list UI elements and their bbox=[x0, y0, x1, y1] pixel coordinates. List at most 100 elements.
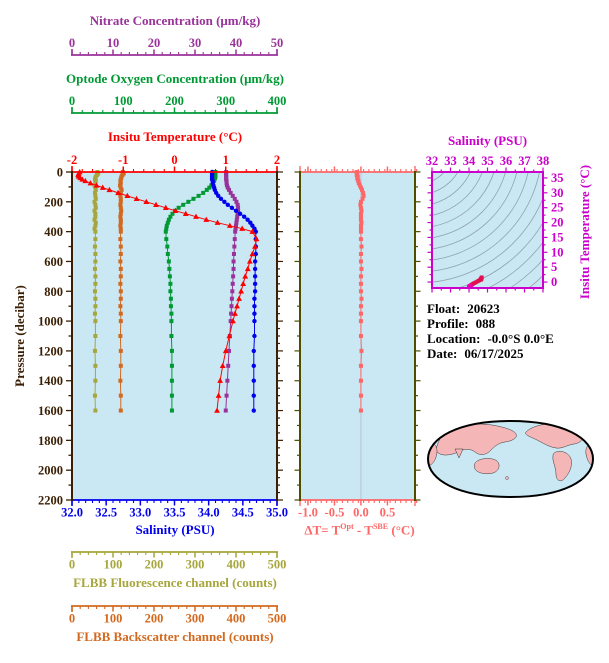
svg-text:32.0: 32.0 bbox=[61, 506, 83, 520]
fluorescence-curve bbox=[92, 170, 101, 413]
svg-text:500: 500 bbox=[268, 612, 287, 626]
svg-text:500: 500 bbox=[268, 558, 287, 572]
profile-value: 088 bbox=[475, 316, 496, 331]
svg-text:0: 0 bbox=[69, 94, 75, 108]
svg-text:38: 38 bbox=[537, 154, 550, 168]
svg-text:1800: 1800 bbox=[38, 434, 63, 448]
delta-t-background bbox=[300, 172, 415, 500]
svg-text:32.5: 32.5 bbox=[95, 506, 117, 520]
salinity-axis-title: Salinity (PSU) bbox=[135, 522, 215, 537]
svg-text:10: 10 bbox=[551, 245, 564, 259]
svg-text:0: 0 bbox=[69, 36, 75, 50]
svg-text:33: 33 bbox=[444, 154, 457, 168]
svg-text:32: 32 bbox=[426, 154, 439, 168]
backscatter-axis-title: FLBB Backscatter channel (counts) bbox=[76, 629, 274, 644]
pressure-axis: 0 200 400 600 800 1000 1200 1400 1600 1800 2000 220… bbox=[38, 166, 283, 508]
svg-text:0: 0 bbox=[69, 612, 75, 626]
svg-text:33.0: 33.0 bbox=[129, 506, 151, 520]
float-id-value: 20623 bbox=[467, 301, 500, 316]
svg-text:300: 300 bbox=[186, 558, 205, 572]
svg-text:400: 400 bbox=[44, 225, 63, 239]
svg-text:2: 2 bbox=[274, 153, 280, 167]
svg-text:-2: -2 bbox=[67, 153, 77, 167]
svg-text:35: 35 bbox=[481, 154, 494, 168]
delta-t-title-sup2: SBE bbox=[372, 522, 389, 531]
svg-text:30: 30 bbox=[551, 186, 564, 200]
fluorescence-scale-bar: 0 100 200 300 400 500 bbox=[69, 551, 287, 572]
svg-text:0: 0 bbox=[171, 153, 177, 167]
delta-t-title-suffix: (°C) bbox=[388, 522, 415, 538]
date-label: Date: bbox=[427, 346, 458, 361]
float-info: Float: 20623 Profile: 088 Location: -0.0°S … bbox=[427, 301, 554, 361]
svg-text:200: 200 bbox=[145, 612, 164, 626]
svg-text:100: 100 bbox=[114, 94, 133, 108]
svg-text:35: 35 bbox=[551, 171, 564, 185]
date-value: 06/17/2025 bbox=[464, 346, 524, 361]
pressure-axis-title: Pressure (decibar) bbox=[12, 285, 27, 387]
svg-text:1000: 1000 bbox=[38, 315, 63, 329]
svg-text:0: 0 bbox=[551, 275, 557, 289]
oxygen-scale-bar: 0 100 200 300 400 bbox=[69, 94, 286, 114]
delta-t-title-mid: - T bbox=[353, 522, 373, 538]
temperature-axis-title: Insitu Temperature (°C) bbox=[107, 129, 243, 144]
ts-surface-point bbox=[466, 283, 473, 288]
salinity-curve bbox=[209, 169, 259, 413]
svg-text:34.0: 34.0 bbox=[198, 506, 220, 520]
svg-text:300: 300 bbox=[186, 612, 205, 626]
svg-text:30: 30 bbox=[189, 36, 202, 50]
delta-t-frame: -1.0 -0.5 0.0 0.5 bbox=[294, 166, 421, 520]
nitrate-curve bbox=[223, 170, 241, 413]
fluorescence-axis-title: FLBB Fluorescence channel (counts) bbox=[73, 575, 277, 590]
svg-text:25: 25 bbox=[551, 201, 564, 215]
svg-text:50: 50 bbox=[271, 36, 284, 50]
svg-text:15: 15 bbox=[551, 230, 564, 244]
svg-text:200: 200 bbox=[44, 195, 63, 209]
svg-text:20: 20 bbox=[148, 36, 161, 50]
svg-text:600: 600 bbox=[44, 255, 63, 269]
ts-salinity-axis-title: Salinity (PSU) bbox=[447, 133, 528, 148]
salinity-bottom-axis: 32.0 32.5 33.0 33.5 34.0 34.5 35.0 bbox=[61, 499, 288, 520]
backscatter-scale-bar: 0 100 200 300 400 500 bbox=[69, 605, 287, 626]
svg-text:400: 400 bbox=[227, 558, 246, 572]
ts-temperature-axis-title: Insitu Temperature (°C) bbox=[577, 164, 592, 300]
svg-text:33.5: 33.5 bbox=[164, 506, 186, 520]
svg-text:-1.0: -1.0 bbox=[298, 506, 318, 520]
svg-text:0.0: 0.0 bbox=[353, 506, 369, 520]
svg-text:40: 40 bbox=[230, 36, 243, 50]
nitrate-scale-bar: 0 10 20 30 40 50 bbox=[69, 36, 284, 56]
svg-text:20: 20 bbox=[551, 216, 564, 230]
ts-profile-curve bbox=[466, 275, 484, 288]
svg-text:200: 200 bbox=[165, 94, 184, 108]
svg-text:400: 400 bbox=[227, 612, 246, 626]
location-value: -0.0°S 0.0°E bbox=[487, 331, 554, 346]
svg-text:35.0: 35.0 bbox=[266, 506, 288, 520]
nitrate-axis-title: Nitrate Concentration (μm/kg) bbox=[89, 13, 261, 28]
svg-text:100: 100 bbox=[104, 558, 123, 572]
svg-text:1400: 1400 bbox=[38, 374, 63, 388]
svg-text:800: 800 bbox=[44, 285, 63, 299]
svg-text:10: 10 bbox=[107, 36, 120, 50]
svg-text:34: 34 bbox=[463, 154, 476, 168]
svg-text:0.5: 0.5 bbox=[380, 506, 396, 520]
svg-text:200: 200 bbox=[145, 558, 164, 572]
delta-t-axis-title: ΔT= TOpt - TSBE (°C) bbox=[277, 522, 442, 538]
svg-text:36: 36 bbox=[500, 154, 513, 168]
float-id-row: Float: 20623 bbox=[427, 301, 554, 316]
float-id-label: Float: bbox=[427, 301, 461, 316]
svg-text:-1: -1 bbox=[118, 153, 128, 167]
profile-label: Profile: bbox=[427, 316, 469, 331]
svg-text:0: 0 bbox=[57, 166, 63, 180]
svg-text:2000: 2000 bbox=[38, 464, 63, 478]
svg-text:300: 300 bbox=[216, 94, 235, 108]
delta-t-curve bbox=[354, 170, 366, 413]
oxygen-axis-title: Optode Oxygen Concentration (μm/kg) bbox=[66, 71, 284, 86]
delta-t-title-sup1: Opt bbox=[340, 522, 354, 531]
svg-text:37: 37 bbox=[518, 154, 531, 168]
temperature-top-axis: -2 -1 0 1 2 bbox=[67, 153, 280, 173]
svg-text:1: 1 bbox=[223, 153, 229, 167]
delta-t-title-prefix: ΔT= T bbox=[304, 522, 341, 538]
svg-text:1600: 1600 bbox=[38, 404, 63, 418]
date-row: Date: 06/17/2025 bbox=[427, 346, 554, 361]
